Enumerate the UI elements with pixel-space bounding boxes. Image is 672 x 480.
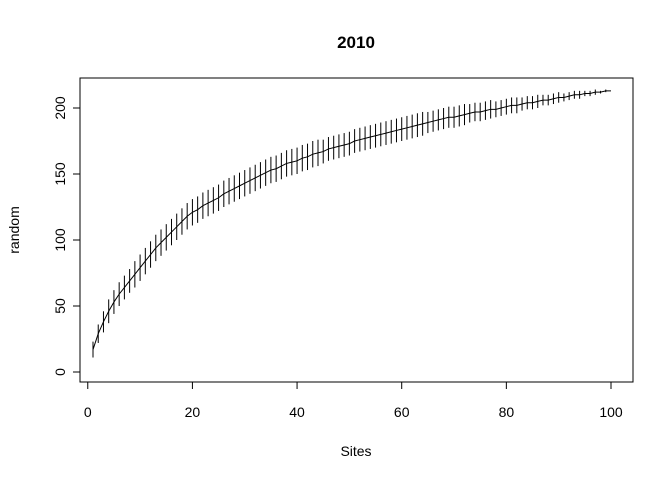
x-tick-label: 80 bbox=[499, 404, 515, 420]
y-tick-label: 0 bbox=[52, 368, 68, 376]
y-tick-label: 50 bbox=[52, 298, 68, 314]
y-tick-label: 100 bbox=[52, 228, 68, 252]
chart-title: 2010 bbox=[337, 33, 375, 52]
x-tick-label: 20 bbox=[185, 404, 201, 420]
x-tick-label: 60 bbox=[394, 404, 410, 420]
x-tick-label: 0 bbox=[84, 404, 92, 420]
plot-frame bbox=[79, 77, 634, 383]
x-axis-label: Sites bbox=[340, 443, 371, 459]
y-axis-label: random bbox=[6, 206, 22, 253]
error-bars bbox=[92, 89, 607, 358]
x-axis: 0 20 40 60 80 100 bbox=[84, 381, 623, 420]
y-axis: 0 50 100 150 200 bbox=[52, 96, 81, 376]
y-tick-label: 150 bbox=[52, 162, 68, 186]
series-line bbox=[92, 90, 611, 350]
x-tick-label: 100 bbox=[599, 404, 623, 420]
x-tick-label: 40 bbox=[289, 404, 305, 420]
y-tick-label: 200 bbox=[52, 96, 68, 120]
